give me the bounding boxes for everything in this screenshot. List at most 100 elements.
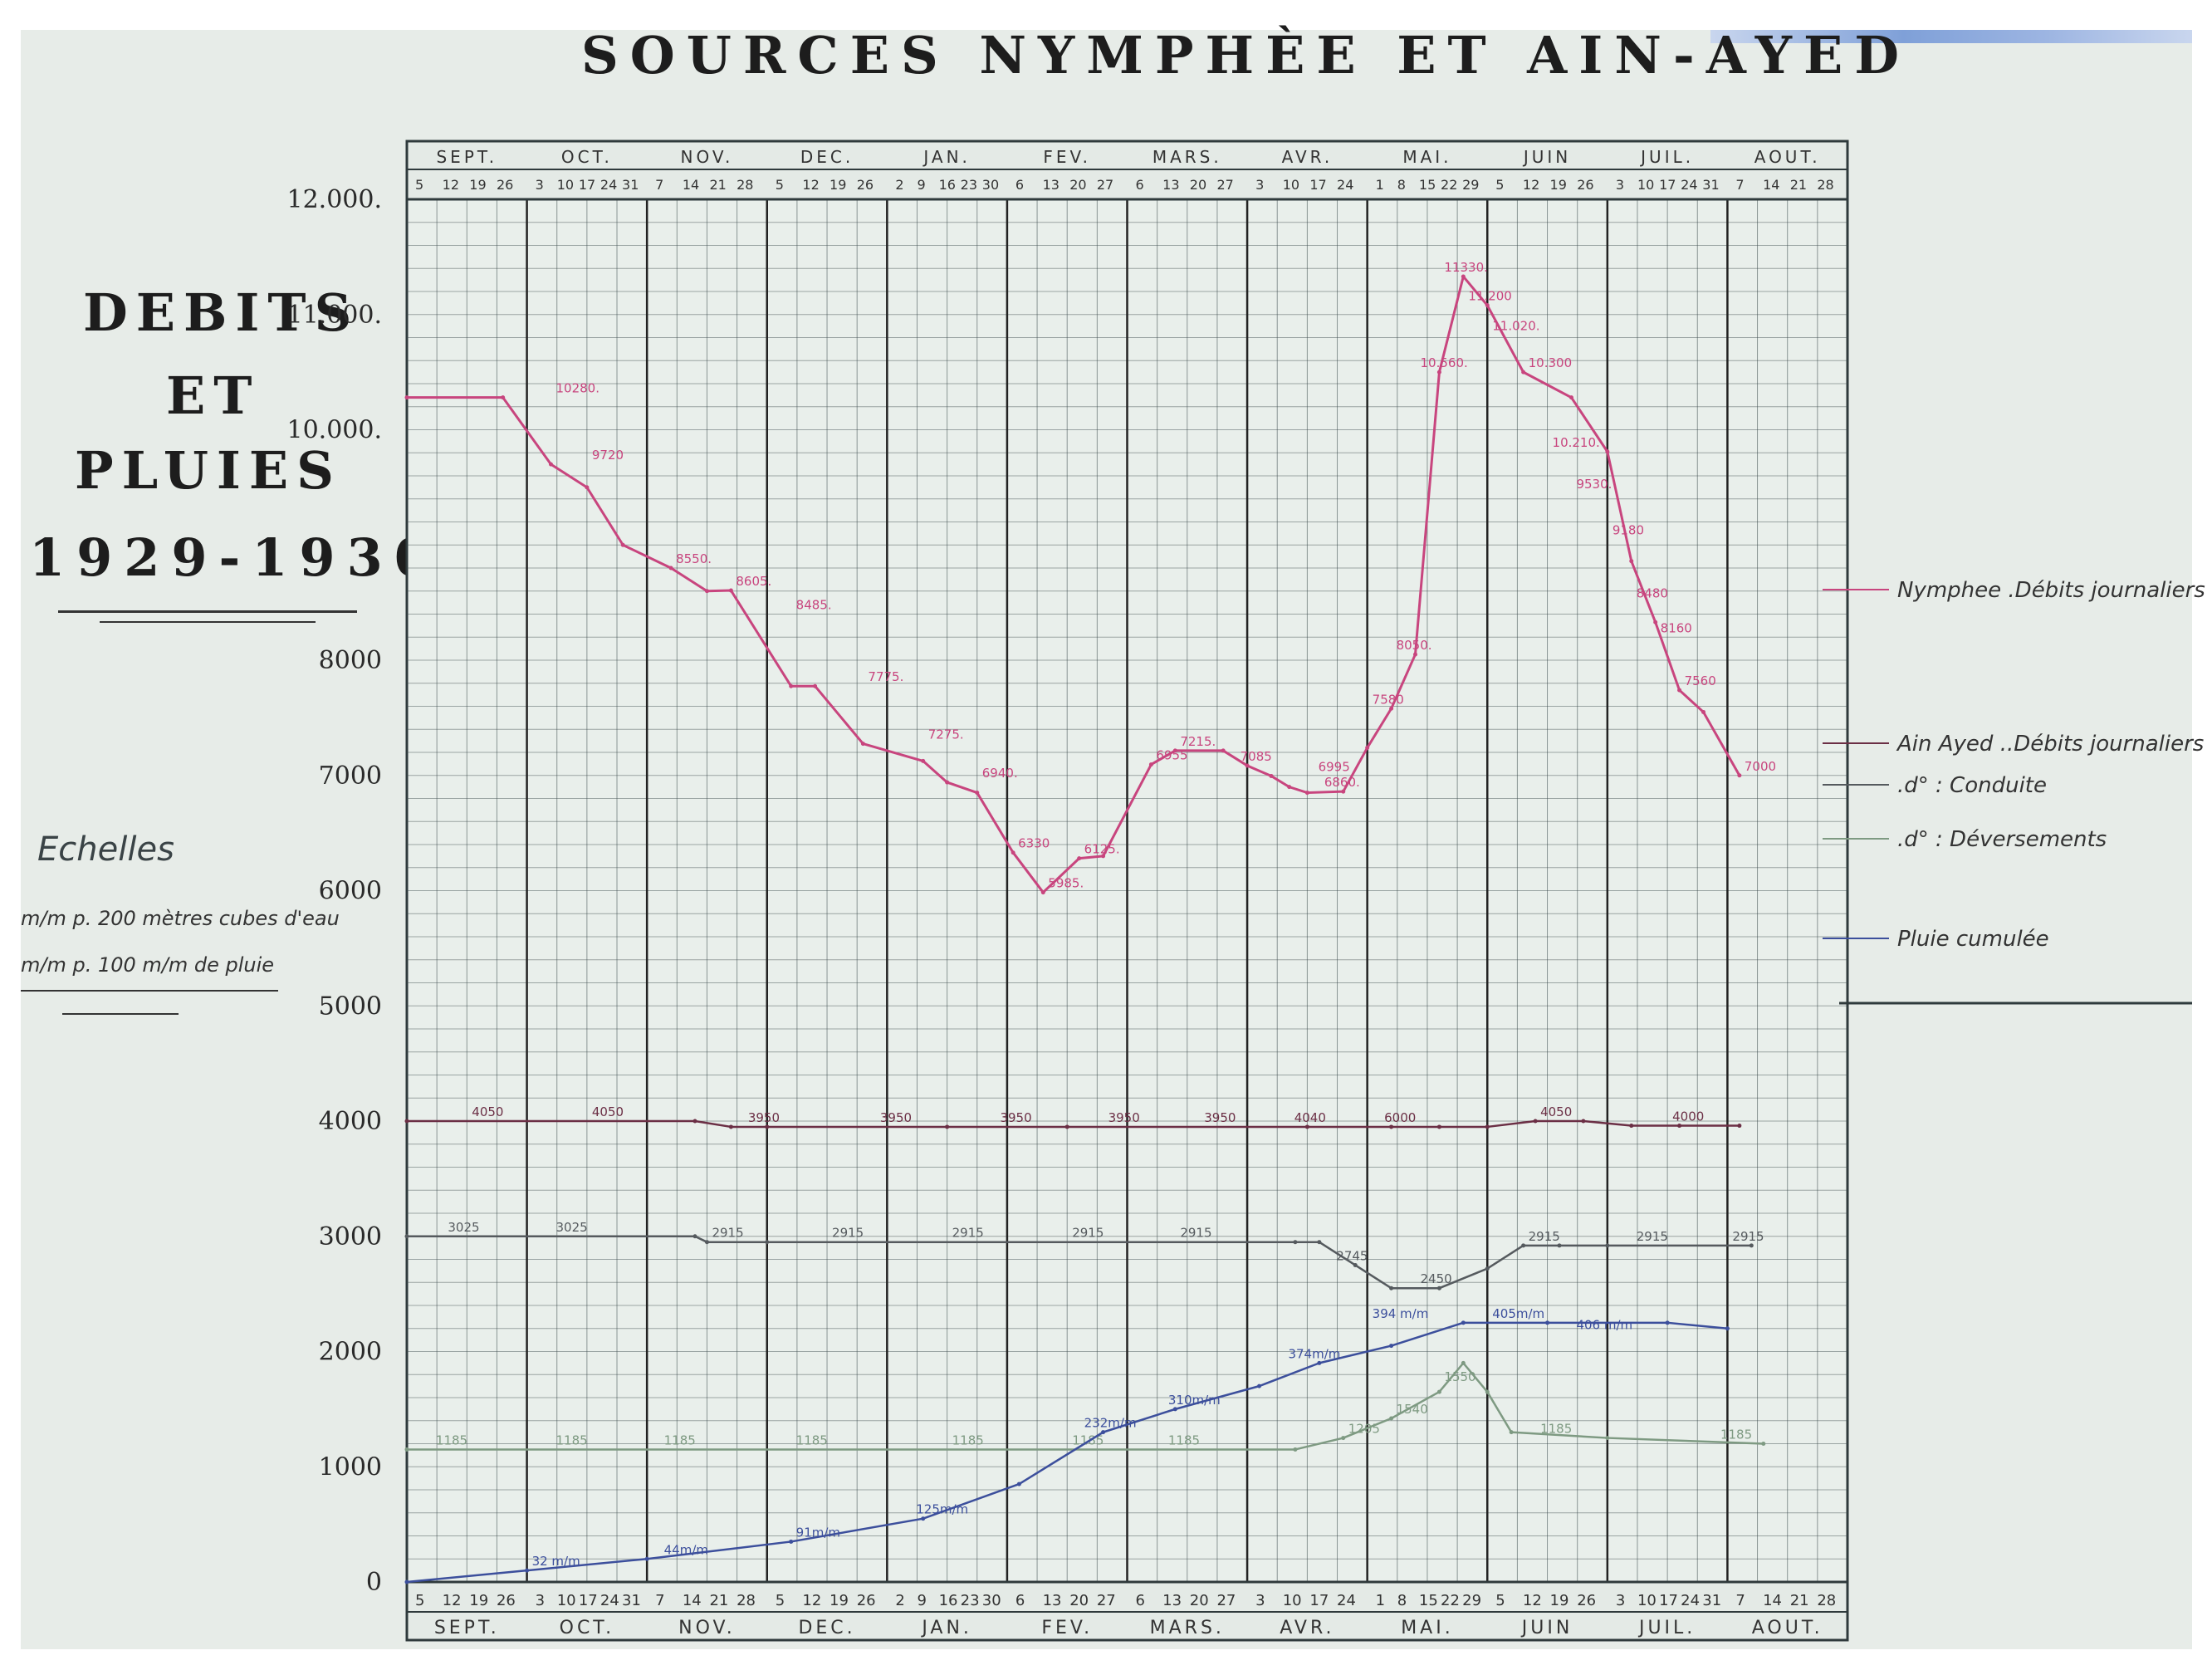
month-label-bottom: AOUT. xyxy=(1752,1618,1823,1638)
data-point xyxy=(1737,1124,1742,1129)
side-title-debits: DEBITS xyxy=(83,282,360,343)
data-point xyxy=(1629,1124,1634,1129)
day-label-top: 5 xyxy=(776,177,784,193)
data-point xyxy=(1101,1430,1106,1435)
day-label-top: 8 xyxy=(1397,177,1406,193)
data-point xyxy=(728,1124,733,1129)
data-label: 11.020. xyxy=(1492,319,1539,334)
data-point xyxy=(404,395,409,400)
data-label: 1185 xyxy=(796,1432,828,1447)
y-tick-label: 12.000. xyxy=(286,185,382,214)
data-point xyxy=(1436,370,1441,375)
data-point xyxy=(1629,559,1634,564)
data-label: 374m/m xyxy=(1288,1346,1340,1361)
day-label-top: 7 xyxy=(1735,177,1744,193)
y-tick-label: 11.000. xyxy=(286,301,382,330)
day-label-top: 17 xyxy=(579,177,595,193)
data-label: 8550. xyxy=(676,551,712,566)
data-point xyxy=(1341,1436,1346,1441)
data-point xyxy=(789,1539,794,1544)
data-point xyxy=(945,1124,950,1129)
data-point xyxy=(525,1568,530,1573)
data-label: 8160 xyxy=(1661,620,1692,635)
data-point xyxy=(620,542,625,547)
day-label-bottom: 3 xyxy=(536,1592,545,1609)
data-label: 9530. xyxy=(1576,477,1612,492)
month-label-top: JUIL. xyxy=(1639,147,1694,167)
side-title-years: 1929-1930 xyxy=(29,527,442,588)
y-tick-label: 4000 xyxy=(319,1107,382,1136)
day-label-top: 12 xyxy=(443,177,459,193)
month-label-top: JAN. xyxy=(922,147,971,167)
day-label-top: 28 xyxy=(1817,177,1833,193)
day-label-bottom: 17 xyxy=(1309,1592,1329,1609)
day-label-bottom: 24 xyxy=(600,1592,619,1609)
month-label-top: MAI. xyxy=(1402,147,1451,167)
data-label: 6860. xyxy=(1324,775,1360,790)
data-point xyxy=(1269,773,1274,778)
day-label-top: 13 xyxy=(1162,177,1179,193)
data-label: 44m/m xyxy=(664,1542,708,1557)
data-label: 7560 xyxy=(1685,673,1716,688)
data-point xyxy=(1509,1430,1514,1435)
scale-rule xyxy=(21,990,278,992)
day-label-top: 5 xyxy=(1495,177,1504,193)
day-label-bottom: 10 xyxy=(1637,1592,1657,1609)
data-point xyxy=(1077,856,1082,861)
day-label-top: 21 xyxy=(709,177,726,193)
data-label: 3950 xyxy=(880,1110,912,1125)
day-label-bottom: 20 xyxy=(1190,1592,1209,1609)
data-label: 3025 xyxy=(556,1220,588,1235)
data-label: 7085 xyxy=(1241,749,1272,764)
data-point xyxy=(404,1447,409,1452)
day-label-top: 13 xyxy=(1043,177,1060,193)
data-label: 2915 xyxy=(1637,1229,1668,1244)
scale-water: m/m p. 200 mètres cubes d'eau xyxy=(21,907,340,930)
data-point xyxy=(1677,1124,1682,1129)
day-label-bottom: 9 xyxy=(917,1592,926,1609)
data-point xyxy=(692,1234,697,1239)
data-label: 6955 xyxy=(1156,748,1187,763)
day-label-top: 14 xyxy=(1763,177,1779,193)
y-tick-label: 1000 xyxy=(319,1452,382,1481)
data-label: 405m/m xyxy=(1492,1306,1544,1321)
day-label-top: 17 xyxy=(1659,177,1676,193)
data-label: 6000 xyxy=(1384,1110,1416,1125)
y-tick-label: 0 xyxy=(366,1568,382,1597)
data-point xyxy=(404,1579,409,1584)
data-point xyxy=(692,1119,697,1124)
data-point xyxy=(1293,1447,1298,1452)
day-label-top: 7 xyxy=(655,177,663,193)
data-label: 10.560. xyxy=(1421,355,1468,370)
data-point xyxy=(1485,1389,1490,1394)
data-point xyxy=(1521,1243,1526,1248)
data-point xyxy=(1533,1119,1538,1124)
day-label-bottom: 26 xyxy=(857,1592,876,1609)
data-label: 1185 xyxy=(664,1432,696,1447)
month-label-bottom: JAN. xyxy=(920,1618,972,1638)
data-point xyxy=(1101,854,1106,859)
day-label-top: 12 xyxy=(1523,177,1539,193)
data-point xyxy=(501,395,506,400)
data-label: 7000 xyxy=(1745,759,1776,774)
data-point xyxy=(1389,1344,1394,1349)
data-label: 1185 xyxy=(952,1432,984,1447)
data-point xyxy=(1653,620,1658,624)
data-point xyxy=(945,780,950,785)
data-point xyxy=(1389,1416,1394,1421)
month-label-bottom: FEV. xyxy=(1041,1618,1093,1638)
day-label-top: 29 xyxy=(1462,177,1479,193)
side-title-pluies: PLUIES xyxy=(75,440,342,501)
data-point xyxy=(1737,773,1742,778)
data-label: 2915 xyxy=(1732,1229,1764,1244)
day-label-bottom: 28 xyxy=(737,1592,756,1609)
y-tick-label: 8000 xyxy=(319,646,382,675)
data-label: 6330 xyxy=(1018,836,1050,851)
data-point xyxy=(1749,1243,1754,1248)
data-label: 1185 xyxy=(1720,1428,1752,1442)
data-point xyxy=(1436,1389,1441,1394)
month-label-bottom: SEPT. xyxy=(434,1618,500,1638)
day-label-bottom: 21 xyxy=(1790,1592,1809,1609)
data-point xyxy=(1172,1407,1177,1412)
data-point xyxy=(404,1119,409,1124)
